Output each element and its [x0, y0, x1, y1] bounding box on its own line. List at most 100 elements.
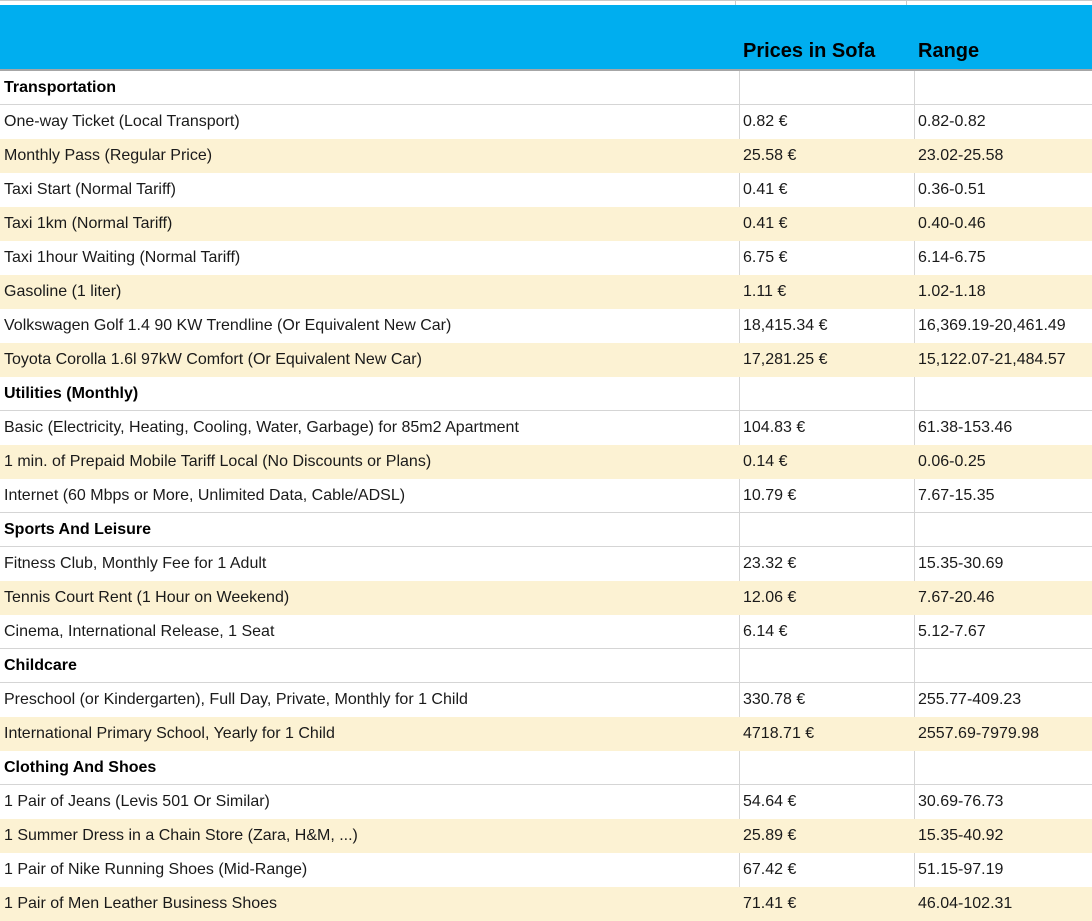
price-value[interactable]: 0.41 € — [739, 173, 914, 207]
item-row[interactable]: 1 Pair of Nike Running Shoes (Mid-Range)… — [0, 853, 1092, 887]
price-value[interactable]: 12.06 € — [743, 589, 797, 606]
item-label[interactable]: Taxi 1hour Waiting (Normal Tariff) — [4, 249, 241, 266]
item-row[interactable]: 1 Summer Dress in a Chain Store (Zara, H… — [0, 819, 1092, 853]
range-value[interactable]: 23.02-25.58 — [918, 147, 1004, 164]
item-label[interactable]: One-way Ticket (Local Transport) — [4, 113, 240, 130]
range-value[interactable]: 0.36-0.51 — [914, 173, 1092, 207]
item-label[interactable]: 1 Pair of Nike Running Shoes (Mid-Range) — [4, 861, 308, 878]
item-label[interactable]: Fitness Club, Monthly Fee for 1 Adult — [4, 555, 267, 572]
item-row[interactable]: Taxi Start (Normal Tariff) 0.41 € 0.36-0… — [0, 173, 1092, 207]
range-value[interactable] — [914, 649, 1092, 683]
column-header-prices[interactable]: Prices in Sofa — [743, 41, 876, 62]
item-row[interactable]: 1 Pair of Men Leather Business Shoes 71.… — [0, 887, 1092, 921]
range-value[interactable]: 16,369.19-20,461.49 — [914, 309, 1092, 343]
range-value[interactable]: 2557.69-7979.98 — [918, 725, 1039, 742]
range-value[interactable] — [914, 377, 1092, 411]
range-value[interactable]: 5.12-7.67 — [914, 615, 1092, 649]
range-value[interactable]: 0.82-0.82 — [914, 105, 1092, 139]
category-row[interactable]: Clothing And Shoes — [0, 751, 1092, 785]
item-label[interactable]: Sports And Leisure — [4, 521, 151, 538]
price-value[interactable]: 18,415.34 € — [739, 309, 914, 343]
item-label[interactable]: 1 Pair of Men Leather Business Shoes — [4, 895, 278, 912]
item-row[interactable]: One-way Ticket (Local Transport) 0.82 € … — [0, 105, 1092, 139]
item-row[interactable]: International Primary School, Yearly for… — [0, 717, 1092, 751]
range-value[interactable]: 15.35-30.69 — [914, 547, 1092, 581]
range-value[interactable]: 61.38-153.46 — [914, 411, 1092, 445]
item-row[interactable]: Preschool (or Kindergarten), Full Day, P… — [0, 683, 1092, 717]
item-row[interactable]: Gasoline (1 liter) 1.11 € 1.02-1.18 — [0, 275, 1092, 309]
price-value[interactable] — [739, 751, 914, 785]
item-row[interactable]: Basic (Electricity, Heating, Cooling, Wa… — [0, 411, 1092, 445]
price-value[interactable]: 54.64 € — [739, 785, 914, 819]
price-value[interactable] — [739, 649, 914, 683]
price-value[interactable]: 4718.71 € — [743, 725, 815, 742]
item-label[interactable]: Taxi Start (Normal Tariff) — [4, 181, 176, 198]
range-value[interactable]: 51.15-97.19 — [914, 853, 1092, 887]
item-label[interactable]: 1 Pair of Jeans (Levis 501 Or Similar) — [4, 793, 270, 810]
item-label[interactable]: Gasoline (1 liter) — [4, 283, 122, 300]
category-row[interactable]: Childcare — [0, 649, 1092, 683]
column-header-range[interactable]: Range — [918, 41, 980, 62]
item-row[interactable]: Toyota Corolla 1.6l 97kW Comfort (Or Equ… — [0, 343, 1092, 377]
item-label[interactable]: 1 min. of Prepaid Mobile Tariff Local (N… — [4, 453, 432, 470]
range-value[interactable] — [914, 71, 1092, 105]
item-label[interactable]: Internet (60 Mbps or More, Unlimited Dat… — [4, 487, 406, 504]
item-row[interactable]: 1 min. of Prepaid Mobile Tariff Local (N… — [0, 445, 1092, 479]
item-label[interactable]: Toyota Corolla 1.6l 97kW Comfort (Or Equ… — [4, 351, 422, 368]
item-row[interactable]: Taxi 1hour Waiting (Normal Tariff) 6.75 … — [0, 241, 1092, 275]
range-value[interactable]: 0.06-0.25 — [918, 453, 986, 470]
item-label[interactable]: Monthly Pass (Regular Price) — [4, 147, 213, 164]
range-value[interactable]: 30.69-76.73 — [914, 785, 1092, 819]
item-label[interactable]: Cinema, International Release, 1 Seat — [4, 623, 275, 640]
category-row[interactable]: Sports And Leisure — [0, 513, 1092, 547]
price-value[interactable] — [739, 71, 914, 105]
item-label[interactable]: Volkswagen Golf 1.4 90 KW Trendline (Or … — [4, 317, 452, 334]
range-value[interactable]: 1.02-1.18 — [918, 283, 986, 300]
price-value[interactable]: 0.82 € — [739, 105, 914, 139]
price-value[interactable]: 25.58 € — [743, 147, 797, 164]
price-value[interactable]: 25.89 € — [743, 827, 797, 844]
price-value[interactable]: 0.14 € — [743, 453, 788, 470]
price-value[interactable]: 10.79 € — [739, 479, 914, 513]
range-value[interactable]: 15.35-40.92 — [918, 827, 1004, 844]
price-value[interactable] — [739, 513, 914, 547]
range-value[interactable] — [914, 513, 1092, 547]
range-value[interactable]: 7.67-15.35 — [914, 479, 1092, 513]
range-value[interactable]: 15,122.07-21,484.57 — [918, 351, 1066, 368]
item-label[interactable]: Transportation — [4, 79, 117, 96]
item-row[interactable]: Monthly Pass (Regular Price) 25.58 € 23.… — [0, 139, 1092, 173]
item-label[interactable]: Preschool (or Kindergarten), Full Day, P… — [4, 691, 468, 708]
item-label[interactable]: International Primary School, Yearly for… — [4, 725, 335, 742]
item-row[interactable]: Volkswagen Golf 1.4 90 KW Trendline (Or … — [0, 309, 1092, 343]
range-value[interactable]: 255.77-409.23 — [914, 683, 1092, 717]
range-value[interactable]: 0.40-0.46 — [918, 215, 986, 232]
item-label[interactable]: Basic (Electricity, Heating, Cooling, Wa… — [4, 419, 519, 436]
price-value[interactable] — [739, 377, 914, 411]
range-value[interactable] — [914, 751, 1092, 785]
item-row[interactable]: Tennis Court Rent (1 Hour on Weekend) 12… — [0, 581, 1092, 615]
price-value[interactable]: 330.78 € — [739, 683, 914, 717]
price-value[interactable]: 6.75 € — [739, 241, 914, 275]
item-label[interactable]: Childcare — [4, 657, 77, 674]
item-row[interactable]: Cinema, International Release, 1 Seat 6.… — [0, 615, 1092, 649]
price-value[interactable]: 17,281.25 € — [743, 351, 828, 368]
item-row[interactable]: Taxi 1km (Normal Tariff) 0.41 € 0.40-0.4… — [0, 207, 1092, 241]
range-value[interactable]: 46.04-102.31 — [918, 895, 1013, 912]
price-value[interactable]: 0.41 € — [743, 215, 788, 232]
price-value[interactable]: 6.14 € — [739, 615, 914, 649]
range-value[interactable]: 6.14-6.75 — [914, 241, 1092, 275]
price-value[interactable]: 67.42 € — [739, 853, 914, 887]
item-row[interactable]: Fitness Club, Monthly Fee for 1 Adult 23… — [0, 547, 1092, 581]
item-row[interactable]: Internet (60 Mbps or More, Unlimited Dat… — [0, 479, 1092, 513]
item-label[interactable]: Tennis Court Rent (1 Hour on Weekend) — [4, 589, 290, 606]
item-row[interactable]: 1 Pair of Jeans (Levis 501 Or Similar) 5… — [0, 785, 1092, 819]
item-label[interactable]: Clothing And Shoes — [4, 759, 157, 776]
price-value[interactable]: 23.32 € — [739, 547, 914, 581]
item-label[interactable]: Taxi 1km (Normal Tariff) — [4, 215, 173, 232]
price-value[interactable]: 104.83 € — [739, 411, 914, 445]
item-label[interactable]: 1 Summer Dress in a Chain Store (Zara, H… — [4, 827, 358, 844]
category-row[interactable]: Transportation — [0, 71, 1092, 105]
price-value[interactable]: 71.41 € — [743, 895, 797, 912]
range-value[interactable]: 7.67-20.46 — [918, 589, 995, 606]
item-label[interactable]: Utilities (Monthly) — [4, 385, 139, 402]
